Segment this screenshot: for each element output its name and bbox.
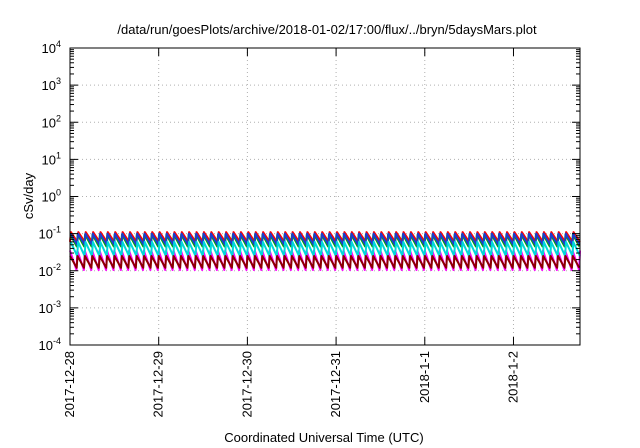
y-tick-label: 10-2 <box>39 262 61 279</box>
series-line <box>69 240 581 257</box>
x-tick-label: 2017-12-29 <box>151 351 166 418</box>
y-tick-label: 10-3 <box>39 299 61 316</box>
x-axis-label: Coordinated Universal Time (UTC) <box>224 430 423 445</box>
grid <box>70 48 580 345</box>
x-tick-label: 2018-1-1 <box>417 351 432 403</box>
series-line <box>69 232 581 246</box>
y-axis-label: cSv/day <box>21 172 36 219</box>
x-tick-label: 2018-1-2 <box>505 351 520 403</box>
x-tick-label: 2017-12-31 <box>328 351 343 418</box>
series-line <box>69 249 581 271</box>
y-tick-label: 102 <box>42 113 61 130</box>
series-line <box>69 255 581 269</box>
y-tick-label: 104 <box>42 39 61 56</box>
y-tick-label: 10-1 <box>39 225 61 242</box>
x-tick-label: 2017-12-30 <box>239 351 254 418</box>
y-tick-label: 10-4 <box>39 336 61 353</box>
ticks: 10-4 10-3 10-2 10-1 100 101 102 103 104 2017-12-2… <box>39 39 580 418</box>
y-tick-label: 100 <box>42 188 61 205</box>
y-tick-label: 101 <box>42 150 61 167</box>
y-tick-label: 103 <box>42 76 61 93</box>
series-line <box>69 231 581 243</box>
x-tick-label: 2017-12-28 <box>62 351 77 418</box>
series-layer <box>69 231 581 271</box>
chart-title: /data/run/goesPlots/archive/2018-01-02/1… <box>117 22 537 37</box>
